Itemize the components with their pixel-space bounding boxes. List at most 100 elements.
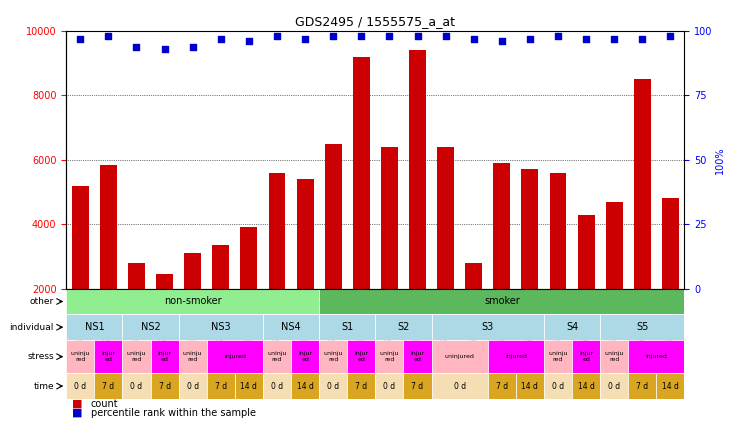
Bar [184, 253, 201, 353]
Text: 14 d: 14 d [241, 381, 258, 391]
FancyBboxPatch shape [600, 340, 629, 373]
Text: S5: S5 [636, 322, 648, 332]
Text: NS3: NS3 [211, 322, 230, 332]
Text: S2: S2 [397, 322, 410, 332]
Point [130, 43, 142, 50]
Text: 0 d: 0 d [327, 381, 339, 391]
Text: 0 d: 0 d [552, 381, 564, 391]
FancyBboxPatch shape [66, 289, 319, 314]
Text: 0 d: 0 d [74, 381, 86, 391]
Bar [325, 144, 342, 353]
FancyBboxPatch shape [207, 340, 263, 373]
Text: injured: injured [505, 354, 527, 359]
Text: ■: ■ [72, 408, 83, 418]
Bar [297, 179, 314, 353]
Point [411, 33, 423, 40]
FancyBboxPatch shape [319, 314, 375, 340]
Point [271, 33, 283, 40]
FancyBboxPatch shape [291, 373, 319, 399]
Bar [522, 170, 538, 353]
Text: uninju
red: uninju red [183, 351, 202, 362]
FancyBboxPatch shape [122, 373, 151, 399]
Text: uninju
red: uninju red [267, 351, 287, 362]
FancyBboxPatch shape [544, 314, 600, 340]
Text: uninju
red: uninju red [604, 351, 624, 362]
FancyBboxPatch shape [488, 340, 544, 373]
Bar [128, 263, 145, 353]
Text: uninju
red: uninju red [380, 351, 399, 362]
Bar [634, 79, 651, 353]
Point [74, 35, 86, 42]
Bar [156, 274, 173, 353]
FancyBboxPatch shape [431, 340, 488, 373]
Bar [100, 165, 117, 353]
Point [552, 33, 564, 40]
Text: 7 d: 7 d [158, 381, 171, 391]
FancyBboxPatch shape [235, 373, 263, 399]
Text: percentile rank within the sample: percentile rank within the sample [91, 408, 256, 418]
FancyBboxPatch shape [600, 373, 629, 399]
Text: 7 d: 7 d [636, 381, 648, 391]
Title: GDS2495 / 1555575_a_at: GDS2495 / 1555575_a_at [295, 16, 456, 28]
Bar [213, 245, 229, 353]
Text: injur
ed: injur ed [354, 351, 369, 362]
Text: 14 d: 14 d [297, 381, 314, 391]
FancyBboxPatch shape [66, 314, 122, 340]
Text: 7 d: 7 d [411, 381, 424, 391]
Text: injur
ed: injur ed [579, 351, 593, 362]
Point [609, 35, 620, 42]
Text: NS2: NS2 [141, 322, 160, 332]
Point [580, 35, 592, 42]
Point [355, 33, 367, 40]
Text: time: time [33, 381, 54, 391]
Text: uninju
red: uninju red [323, 351, 343, 362]
Text: 14 d: 14 d [522, 381, 538, 391]
FancyBboxPatch shape [375, 314, 431, 340]
Text: injur
ed: injur ed [102, 351, 116, 362]
FancyBboxPatch shape [122, 340, 151, 373]
FancyBboxPatch shape [431, 373, 488, 399]
Bar [381, 147, 398, 353]
Text: 0 d: 0 d [453, 381, 466, 391]
Bar [437, 147, 454, 353]
FancyBboxPatch shape [263, 340, 291, 373]
Bar [578, 214, 595, 353]
Point [439, 33, 451, 40]
FancyBboxPatch shape [263, 373, 291, 399]
Point [328, 33, 339, 40]
Y-axis label: 100%: 100% [715, 146, 726, 174]
FancyBboxPatch shape [544, 340, 572, 373]
FancyBboxPatch shape [263, 314, 319, 340]
FancyBboxPatch shape [122, 314, 179, 340]
FancyBboxPatch shape [403, 373, 431, 399]
Bar [465, 263, 482, 353]
Text: stress: stress [27, 352, 54, 361]
Text: S1: S1 [341, 322, 353, 332]
Text: injur
ed: injur ed [158, 351, 171, 362]
Text: injured: injured [645, 354, 668, 359]
Text: S3: S3 [481, 322, 494, 332]
Text: 7 d: 7 d [102, 381, 115, 391]
FancyBboxPatch shape [488, 373, 516, 399]
FancyBboxPatch shape [403, 340, 431, 373]
Point [300, 35, 311, 42]
FancyBboxPatch shape [291, 340, 319, 373]
Text: injur
ed: injur ed [298, 351, 312, 362]
FancyBboxPatch shape [319, 340, 347, 373]
FancyBboxPatch shape [544, 373, 572, 399]
Text: 0 d: 0 d [383, 381, 395, 391]
Text: 0 d: 0 d [130, 381, 143, 391]
Bar [493, 163, 510, 353]
Point [243, 38, 255, 45]
Point [159, 46, 171, 53]
Bar [409, 51, 426, 353]
Text: injured: injured [224, 354, 246, 359]
FancyBboxPatch shape [347, 340, 375, 373]
Bar [662, 198, 679, 353]
Text: NS4: NS4 [281, 322, 301, 332]
Text: smoker: smoker [484, 297, 520, 306]
FancyBboxPatch shape [572, 340, 600, 373]
Text: count: count [91, 399, 118, 408]
Point [215, 35, 227, 42]
Bar [241, 227, 258, 353]
